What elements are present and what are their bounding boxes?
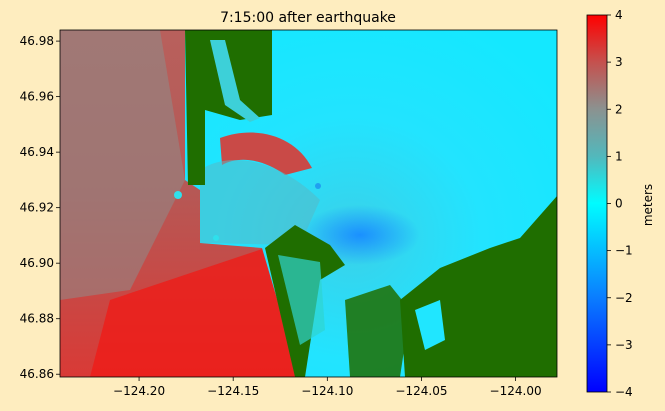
colorbar-label: meters bbox=[641, 184, 655, 226]
southeast-inlet-water bbox=[415, 300, 445, 350]
colorbar bbox=[586, 14, 608, 393]
x-tick-label: −124.00 bbox=[490, 384, 542, 398]
south-marsh-land bbox=[345, 285, 410, 377]
y-tick-label: 46.98 bbox=[20, 34, 54, 48]
y-tick-label: 46.88 bbox=[20, 312, 54, 326]
y-tick-label: 46.90 bbox=[20, 256, 54, 270]
colorbar-tick-label: 3 bbox=[615, 55, 623, 69]
south-spit-marsh bbox=[278, 255, 325, 345]
colorbar-tick-label: −3 bbox=[615, 338, 633, 352]
colorbar-tick-label: 4 bbox=[615, 8, 623, 22]
x-tick-label: −124.10 bbox=[301, 384, 353, 398]
x-tick-label: −124.20 bbox=[113, 384, 165, 398]
plot-frame bbox=[59, 29, 558, 378]
colorbar-tick-label: −1 bbox=[615, 244, 633, 258]
bar-marker bbox=[213, 235, 219, 241]
ocean-buoy-marker bbox=[174, 191, 182, 199]
y-axis: 46.86 46.88 46.90 46.92 46.94 46.96 46.98 bbox=[20, 34, 60, 381]
colorbar-tick-label: −4 bbox=[615, 385, 633, 399]
colorbar-tick-label: −2 bbox=[615, 291, 633, 305]
x-axis: −124.20 −124.15 −124.10 −124.05 −124.00 bbox=[113, 377, 542, 398]
colorbar-axis: −4 −3 −2 −1 0 1 2 3 4 bbox=[607, 8, 633, 399]
colorbar-tick-label: 0 bbox=[615, 197, 623, 211]
bay-inlet-mix bbox=[200, 160, 320, 245]
y-tick-label: 46.92 bbox=[20, 201, 54, 215]
map-heatmap bbox=[60, 30, 557, 377]
y-tick-label: 46.96 bbox=[20, 90, 54, 104]
south-beach-ocean-region bbox=[90, 248, 295, 377]
colorbar-tick-label: 1 bbox=[615, 149, 623, 163]
harbor-marker bbox=[315, 183, 321, 189]
north-spit-land bbox=[185, 30, 272, 185]
north-inlet-shoal-top bbox=[220, 132, 312, 175]
x-tick-label: −124.05 bbox=[395, 384, 447, 398]
y-tick-label: 46.94 bbox=[20, 145, 54, 159]
y-tick-label: 46.86 bbox=[20, 367, 54, 381]
x-tick-label: −124.15 bbox=[207, 384, 259, 398]
ocean-gradient-band bbox=[60, 30, 185, 300]
colorbar-tick-label: 2 bbox=[615, 102, 623, 116]
chart-title: 7:15:00 after earthquake bbox=[220, 10, 396, 26]
north-spit-channel bbox=[210, 40, 260, 122]
